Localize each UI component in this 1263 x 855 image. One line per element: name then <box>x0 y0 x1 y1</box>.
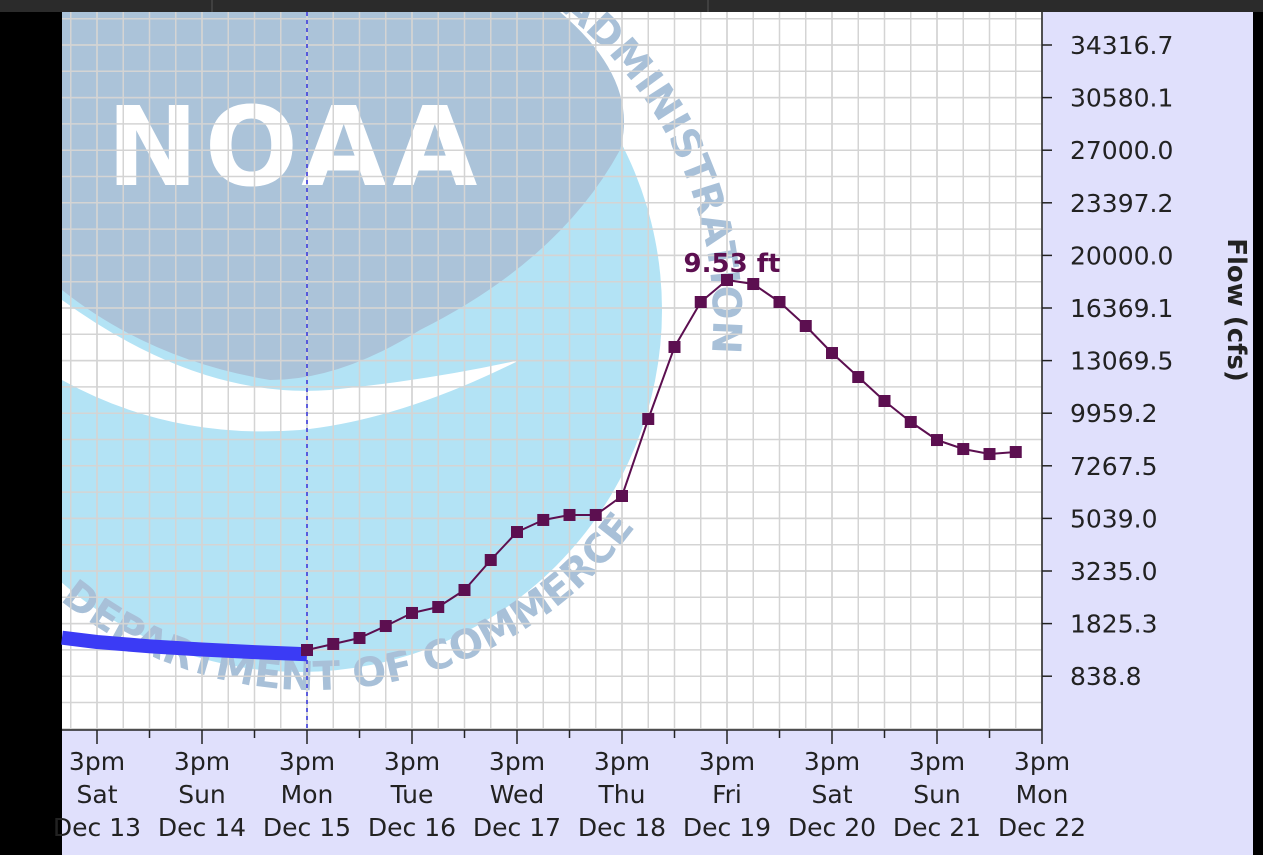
y-tick-label: 838.8 <box>1070 662 1142 691</box>
forecast-point <box>747 278 760 291</box>
x-tick-label-line: 3pm <box>1014 747 1070 776</box>
observed-line <box>61 630 308 662</box>
forecast-point <box>327 637 340 650</box>
forecast-point <box>432 601 445 614</box>
x-tick-label-line: Dec 21 <box>893 813 981 842</box>
watermark-logo: NOAA <box>107 83 484 211</box>
forecast-point <box>983 448 996 461</box>
x-tick-label-line: 3pm <box>699 747 755 776</box>
forecast-point <box>668 340 681 353</box>
forecast-point <box>878 394 891 407</box>
forecast-point <box>379 620 392 633</box>
forecast-point <box>1009 446 1022 459</box>
forecast-point <box>773 296 786 309</box>
forecast-point <box>563 508 576 521</box>
y-tick-label: 30580.1 <box>1070 84 1173 113</box>
x-tick-label: 3pm Thu Dec 18 <box>578 747 666 842</box>
x-tick-label-line: Fri <box>712 780 742 809</box>
x-tick-label-line: Dec 18 <box>578 813 666 842</box>
y-tick-label: 9959.2 <box>1070 399 1157 428</box>
x-tick-label-line: Dec 15 <box>263 813 351 842</box>
x-tick-label-line: Wed <box>490 780 545 809</box>
x-tick-label-line: Tue <box>390 780 434 809</box>
y-tick-label: 1825.3 <box>1070 610 1157 639</box>
x-tick-label-line: 3pm <box>804 747 860 776</box>
x-tick-label: 3pm Mon Dec 22 <box>998 747 1086 842</box>
forecast-point <box>642 412 655 425</box>
forecast-point <box>484 554 497 567</box>
forecast-line <box>306 279 1016 651</box>
forecast-point <box>694 296 707 309</box>
forecast-point <box>931 434 943 447</box>
x-tick-label-line: Dec 13 <box>53 813 141 842</box>
forecast-point <box>852 371 865 384</box>
forecast-point <box>458 583 471 596</box>
x-tick-label: 3pm Fri Dec 19 <box>683 747 771 842</box>
x-tick-label-line: Thu <box>598 780 646 809</box>
y-tick-label: 16369.1 <box>1070 294 1173 323</box>
x-tick-label: 3pm Mon Dec 15 <box>263 747 351 842</box>
forecast-point <box>353 632 366 645</box>
forecast-point <box>301 644 313 657</box>
x-tick-label-line: Dec 17 <box>473 813 561 842</box>
top-bar <box>0 0 1263 12</box>
y-tick-label: 27000.0 <box>1070 136 1173 165</box>
x-tick-label-line: Mon <box>1016 780 1069 809</box>
x-tick-label: 3pm Sat Dec 13 <box>53 747 141 842</box>
data: 9.53 ft <box>61 12 1022 730</box>
forecast-point <box>537 513 550 526</box>
forecast-point <box>799 319 812 332</box>
x-tick-label: 3pm Sun Dec 14 <box>158 747 246 842</box>
y-tick-label: 5039.0 <box>1070 504 1157 533</box>
x-tick-label-line: Mon <box>281 780 334 809</box>
x-tick-label-line: 3pm <box>69 747 125 776</box>
x-tick-label-line: 3pm <box>489 747 545 776</box>
x-tick-label-line: 3pm <box>174 747 230 776</box>
peak-annotation: 9.53 ft <box>684 249 781 279</box>
x-tick-label-line: Dec 22 <box>998 813 1086 842</box>
forecast-point <box>589 508 602 521</box>
y-axis-title: Flow (cfs) <box>1221 238 1251 382</box>
forecast-point <box>406 606 418 619</box>
forecast-point <box>904 415 917 428</box>
x-tick-label-line: Sun <box>178 780 226 809</box>
x-tick-label: 3pm Wed Dec 17 <box>473 747 561 842</box>
y-tick-label: 3235.0 <box>1070 557 1157 586</box>
y-tick-label: 13069.5 <box>1070 347 1173 376</box>
forecast-point <box>957 443 970 456</box>
forecast-point <box>511 526 523 539</box>
forecast-point <box>721 274 733 287</box>
x-tick-label: 3pm Sun Dec 21 <box>893 747 981 842</box>
x-tick-label-line: Dec 14 <box>158 813 246 842</box>
x-tick-label: 3pm Tue Dec 16 <box>368 747 456 842</box>
x-tick-label-line: 3pm <box>909 747 965 776</box>
x-tick-label-line: Dec 16 <box>368 813 456 842</box>
x-tick-label-line: 3pm <box>594 747 650 776</box>
y-tick-label: 23397.2 <box>1070 189 1173 218</box>
forecast-point <box>826 347 838 360</box>
x-tick-label-line: Sun <box>913 780 961 809</box>
y-tick-label: 34316.7 <box>1070 31 1173 60</box>
x-tick-label: 3pm Sat Dec 20 <box>788 747 876 842</box>
x-tick-label-line: Dec 19 <box>683 813 771 842</box>
forecast-point <box>616 490 628 503</box>
x-tick-label-line: Sat <box>77 780 118 809</box>
grid <box>62 12 1043 730</box>
x-tick-label-line: 3pm <box>384 747 440 776</box>
x-tick-label-line: 3pm <box>279 747 335 776</box>
x-tick-label-line: Dec 20 <box>788 813 876 842</box>
y-tick-label: 20000.0 <box>1070 241 1173 270</box>
y-tick-label: 7267.5 <box>1070 452 1157 481</box>
x-tick-label-line: Sat <box>812 780 853 809</box>
